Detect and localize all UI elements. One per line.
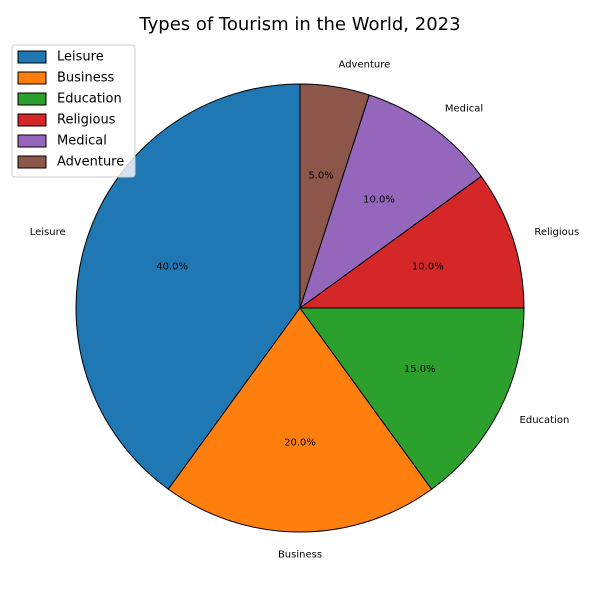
- slice-label-business: Business: [278, 549, 322, 560]
- slice-label-religious: Religious: [534, 227, 579, 238]
- legend-label-medical: Medical: [57, 134, 107, 149]
- legend-swatch-business: [17, 71, 47, 85]
- legend-label-adventure: Adventure: [57, 155, 124, 170]
- percent-label-leisure: 40.0%: [156, 261, 188, 272]
- legend-label-education: Education: [57, 92, 122, 107]
- pie-slice-medical: [299, 94, 482, 310]
- legend-swatch-leisure: [17, 50, 47, 64]
- legend-swatch-medical: [17, 134, 47, 148]
- percent-label-business: 20.0%: [284, 437, 316, 448]
- slice-label-education: Education: [520, 415, 570, 426]
- percent-label-medical: 10.0%: [363, 194, 395, 205]
- pie-slice-religious: [298, 175, 525, 309]
- legend-label-business: Business: [57, 71, 115, 86]
- percent-label-adventure: 5.0%: [308, 170, 333, 181]
- chart-title: Types of Tourism in the World, 2023: [138, 14, 460, 35]
- legend-label-religious: Religious: [57, 113, 116, 128]
- slice-label-leisure: Leisure: [30, 227, 66, 238]
- slice-labels: Leisure Business Education Religious Medical…: [30, 60, 580, 561]
- percent-label-religious: 10.0%: [412, 261, 444, 272]
- legend-swatch-education: [17, 92, 47, 106]
- pie-slice-business: [167, 307, 433, 533]
- legend-swatch-religious: [17, 113, 47, 127]
- legend-label-leisure: Leisure: [57, 50, 104, 65]
- percent-label-education: 15.0%: [404, 364, 436, 375]
- legend: Leisure Business Education Religious Medical…: [11, 44, 136, 178]
- pie-slice-education: [299, 307, 525, 490]
- slice-label-adventure: Adventure: [339, 60, 391, 71]
- pie-slice-adventure: [299, 83, 370, 309]
- legend-swatch-adventure: [17, 155, 47, 169]
- slice-label-medical: Medical: [445, 104, 483, 115]
- pie-slices: [75, 83, 525, 533]
- pie-slice-leisure: [75, 83, 301, 490]
- percent-labels: 40.0% 20.0% 15.0% 10.0% 10.0% 5.0%: [156, 170, 443, 448]
